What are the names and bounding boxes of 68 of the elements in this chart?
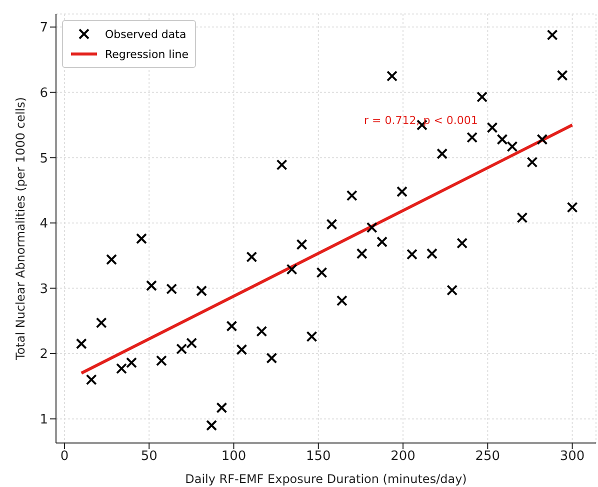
y-tick-label: 6: [40, 86, 48, 101]
point: [376, 236, 388, 248]
point: [516, 212, 528, 224]
point: [356, 248, 368, 260]
point: [436, 148, 448, 160]
point: [216, 402, 228, 414]
x-tick-label: 150: [306, 449, 331, 464]
point: [406, 248, 418, 260]
point: [86, 374, 97, 386]
point: [296, 239, 308, 250]
point: [226, 320, 238, 332]
x-tick-label: 100: [221, 449, 246, 464]
legend-label: Regression line: [105, 48, 189, 60]
point: [366, 222, 378, 234]
x-tick-label: 300: [560, 449, 585, 464]
point: [446, 284, 458, 296]
point: [76, 338, 87, 350]
point: [426, 248, 438, 260]
point: [246, 251, 258, 262]
x-axis-title: Daily RF-EMF Exposure Duration (minutes/day): [185, 472, 467, 486]
y-tick-label: 4: [40, 216, 48, 232]
point: [466, 132, 478, 143]
point: [106, 254, 118, 266]
x-tick-label: 250: [475, 449, 500, 464]
y-tick-label: 5: [40, 151, 48, 166]
point: [166, 283, 178, 294]
point: [236, 344, 248, 356]
point: [146, 280, 157, 292]
point: [386, 70, 398, 82]
point: [156, 355, 167, 366]
y-tick-label: 3: [40, 282, 48, 297]
point: [306, 331, 318, 342]
y-tick-label: 7: [40, 20, 48, 36]
point: [336, 295, 348, 306]
point: [536, 134, 548, 145]
point: [286, 264, 298, 275]
x-tick-label: 0: [60, 449, 69, 464]
point: [186, 338, 198, 349]
point: [136, 233, 147, 244]
y-tick-label: 2: [40, 347, 48, 362]
point: [126, 357, 137, 368]
point: [196, 285, 208, 296]
point: [556, 70, 568, 81]
point: [396, 186, 408, 198]
annotation: r = 0.712, p < 0.001: [364, 114, 478, 127]
point: [116, 363, 128, 374]
point: [96, 317, 107, 328]
point: [506, 141, 518, 152]
point: [486, 122, 498, 134]
point: [566, 202, 578, 213]
point: [256, 326, 268, 337]
x-tick-label: 50: [140, 449, 158, 464]
point: [476, 91, 488, 102]
point: [456, 238, 468, 249]
point: [346, 190, 358, 202]
point: [496, 134, 508, 145]
point: [316, 267, 328, 278]
point: [526, 156, 538, 168]
point: [176, 343, 188, 354]
legend-label: Observed data: [105, 28, 186, 40]
point: [326, 218, 338, 230]
point: [546, 29, 558, 40]
point: [206, 420, 218, 431]
point: [276, 159, 288, 170]
point: [266, 352, 278, 364]
x-tick-label: 200: [390, 449, 416, 464]
y-tick-label: 1: [40, 412, 48, 428]
y-axis-title: Total Nuclear Abnormalities (per 1000 cells): [13, 97, 28, 361]
